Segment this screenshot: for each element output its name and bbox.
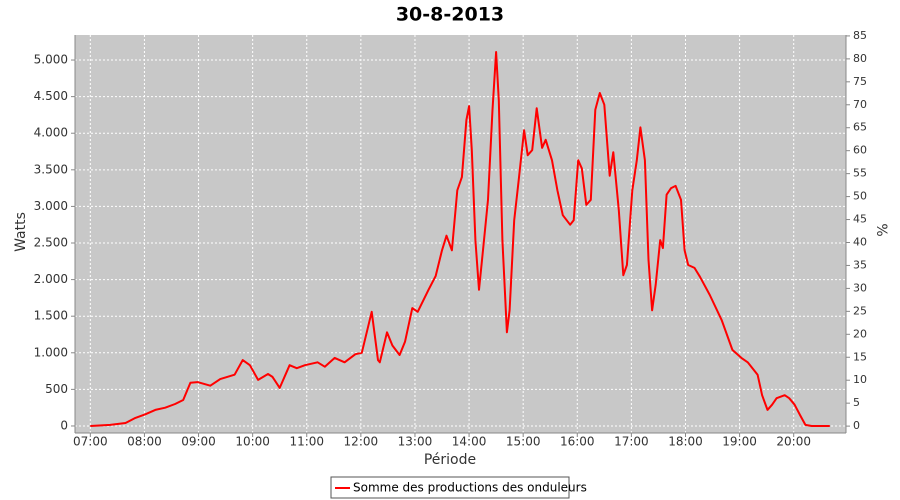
y2-tick-label: 50	[853, 190, 867, 203]
data-line	[90, 51, 830, 427]
x-tick-label: 14:00	[452, 435, 487, 449]
y2-tick-label: 15	[853, 350, 867, 363]
y2-tick-label: 80	[853, 52, 867, 65]
y2-tick-label: 35	[853, 258, 867, 271]
y2-tick-label: 30	[853, 281, 867, 294]
x-tick-label: 16:00	[560, 435, 595, 449]
x-tick-label: 13:00	[398, 435, 433, 449]
x-tick-label: 09:00	[181, 435, 216, 449]
legend-label: Somme des productions des onduleurs	[353, 481, 587, 495]
y-tick-label: 4.000	[34, 126, 68, 140]
y2-tick-label: 5	[853, 396, 860, 409]
y-tick-label: 5.000	[34, 53, 68, 67]
x-tick-label: 12:00	[344, 435, 379, 449]
y2-tick-label: 55	[853, 167, 867, 180]
y2-tick-label: 75	[853, 75, 867, 88]
chart-title: 30-8-2013	[396, 4, 504, 26]
x-tick-label: 11:00	[289, 435, 324, 449]
x-tick-label: 17:00	[614, 435, 649, 449]
y-tick-label: 3.500	[34, 162, 68, 176]
y-tick-label: 3.000	[34, 199, 68, 213]
y2-tick-label: 65	[853, 121, 867, 134]
x-tick-label: 10:00	[235, 435, 270, 449]
y-tick-label: 1.000	[34, 345, 68, 359]
y2-tick-label: 40	[853, 235, 867, 248]
x-tick-label: 18:00	[668, 435, 703, 449]
x-tick-label: 07:00	[73, 435, 108, 449]
x-axis-label: Période	[424, 452, 476, 468]
legend: Somme des productions des onduleurs	[330, 476, 587, 499]
x-tick-label: 19:00	[722, 435, 757, 449]
y-tick-label: 0	[60, 418, 68, 432]
x-tick-label: 20:00	[776, 435, 811, 449]
y2-tick-label: 60	[853, 144, 867, 157]
y-tick-label: 2.000	[34, 272, 68, 286]
x-tick-label: 08:00	[127, 435, 162, 449]
y2-axis-label: %	[873, 223, 889, 236]
legend-box	[330, 476, 570, 499]
y-tick-label: 500	[45, 382, 68, 396]
y2-tick-label: 45	[853, 213, 867, 226]
y2-tick-label: 10	[853, 373, 867, 386]
y2-tick-label: 20	[853, 327, 867, 340]
x-tick-label: 15:00	[506, 435, 541, 449]
y2-tick-label: 25	[853, 304, 867, 317]
y2-tick-label: 0	[853, 419, 860, 432]
y-tick-label: 4.500	[34, 89, 68, 103]
y2-tick-label: 85	[853, 29, 867, 42]
y-tick-label: 1.500	[34, 309, 68, 323]
plot-area	[75, 35, 846, 433]
y-axis-label: Watts	[13, 212, 29, 252]
y-tick-label: 2.500	[34, 236, 68, 250]
y2-tick-label: 70	[853, 98, 867, 111]
